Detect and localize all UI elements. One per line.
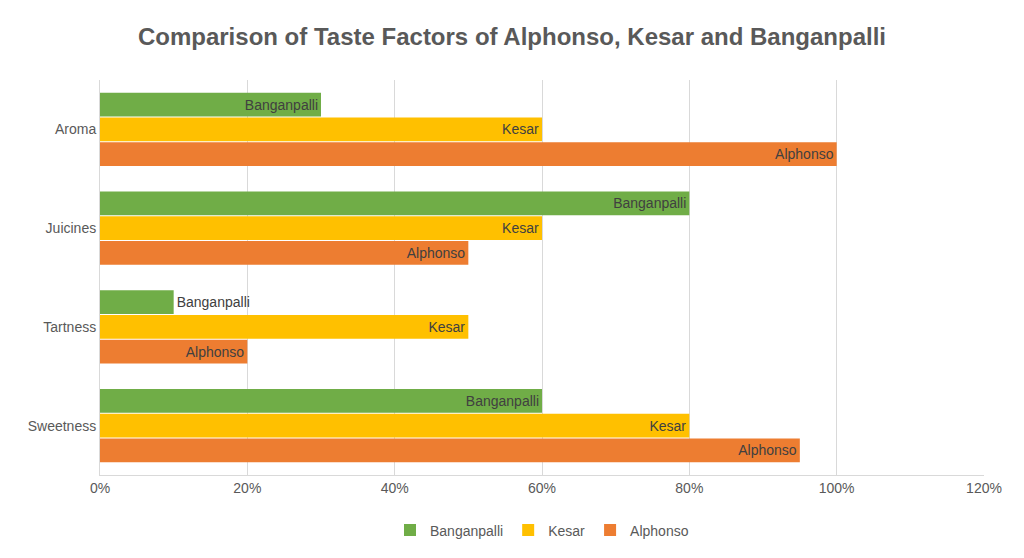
svg-text:Alphonso: Alphonso xyxy=(738,442,797,458)
svg-text:Juicines: Juicines xyxy=(46,220,97,236)
svg-text:60%: 60% xyxy=(528,480,556,496)
svg-text:Alphonso: Alphonso xyxy=(186,344,245,360)
svg-text:Tartness: Tartness xyxy=(43,319,96,335)
svg-text:Kesar: Kesar xyxy=(548,523,585,539)
svg-text:Alphonso: Alphonso xyxy=(407,245,466,261)
svg-text:40%: 40% xyxy=(381,480,409,496)
svg-text:Banganpalli: Banganpalli xyxy=(177,294,250,310)
svg-text:Comparison of Taste Factors of: Comparison of Taste Factors of Alphonso,… xyxy=(138,23,886,50)
svg-text:20%: 20% xyxy=(233,480,261,496)
svg-text:80%: 80% xyxy=(675,480,703,496)
svg-text:Banganpalli: Banganpalli xyxy=(430,523,503,539)
svg-text:Alphonso: Alphonso xyxy=(630,523,689,539)
svg-text:Kesar: Kesar xyxy=(502,220,539,236)
svg-text:Kesar: Kesar xyxy=(428,319,465,335)
svg-text:Aroma: Aroma xyxy=(55,121,96,137)
svg-text:Sweetness: Sweetness xyxy=(28,418,96,434)
svg-text:Banganpalli: Banganpalli xyxy=(613,195,686,211)
svg-text:120%: 120% xyxy=(966,480,1002,496)
svg-text:Banganpalli: Banganpalli xyxy=(245,97,318,113)
svg-text:Alphonso: Alphonso xyxy=(775,146,834,162)
svg-text:Kesar: Kesar xyxy=(502,121,539,137)
svg-text:100%: 100% xyxy=(819,480,855,496)
svg-text:Kesar: Kesar xyxy=(649,418,686,434)
svg-text:Banganpalli: Banganpalli xyxy=(466,393,539,409)
svg-text:0%: 0% xyxy=(90,480,110,496)
